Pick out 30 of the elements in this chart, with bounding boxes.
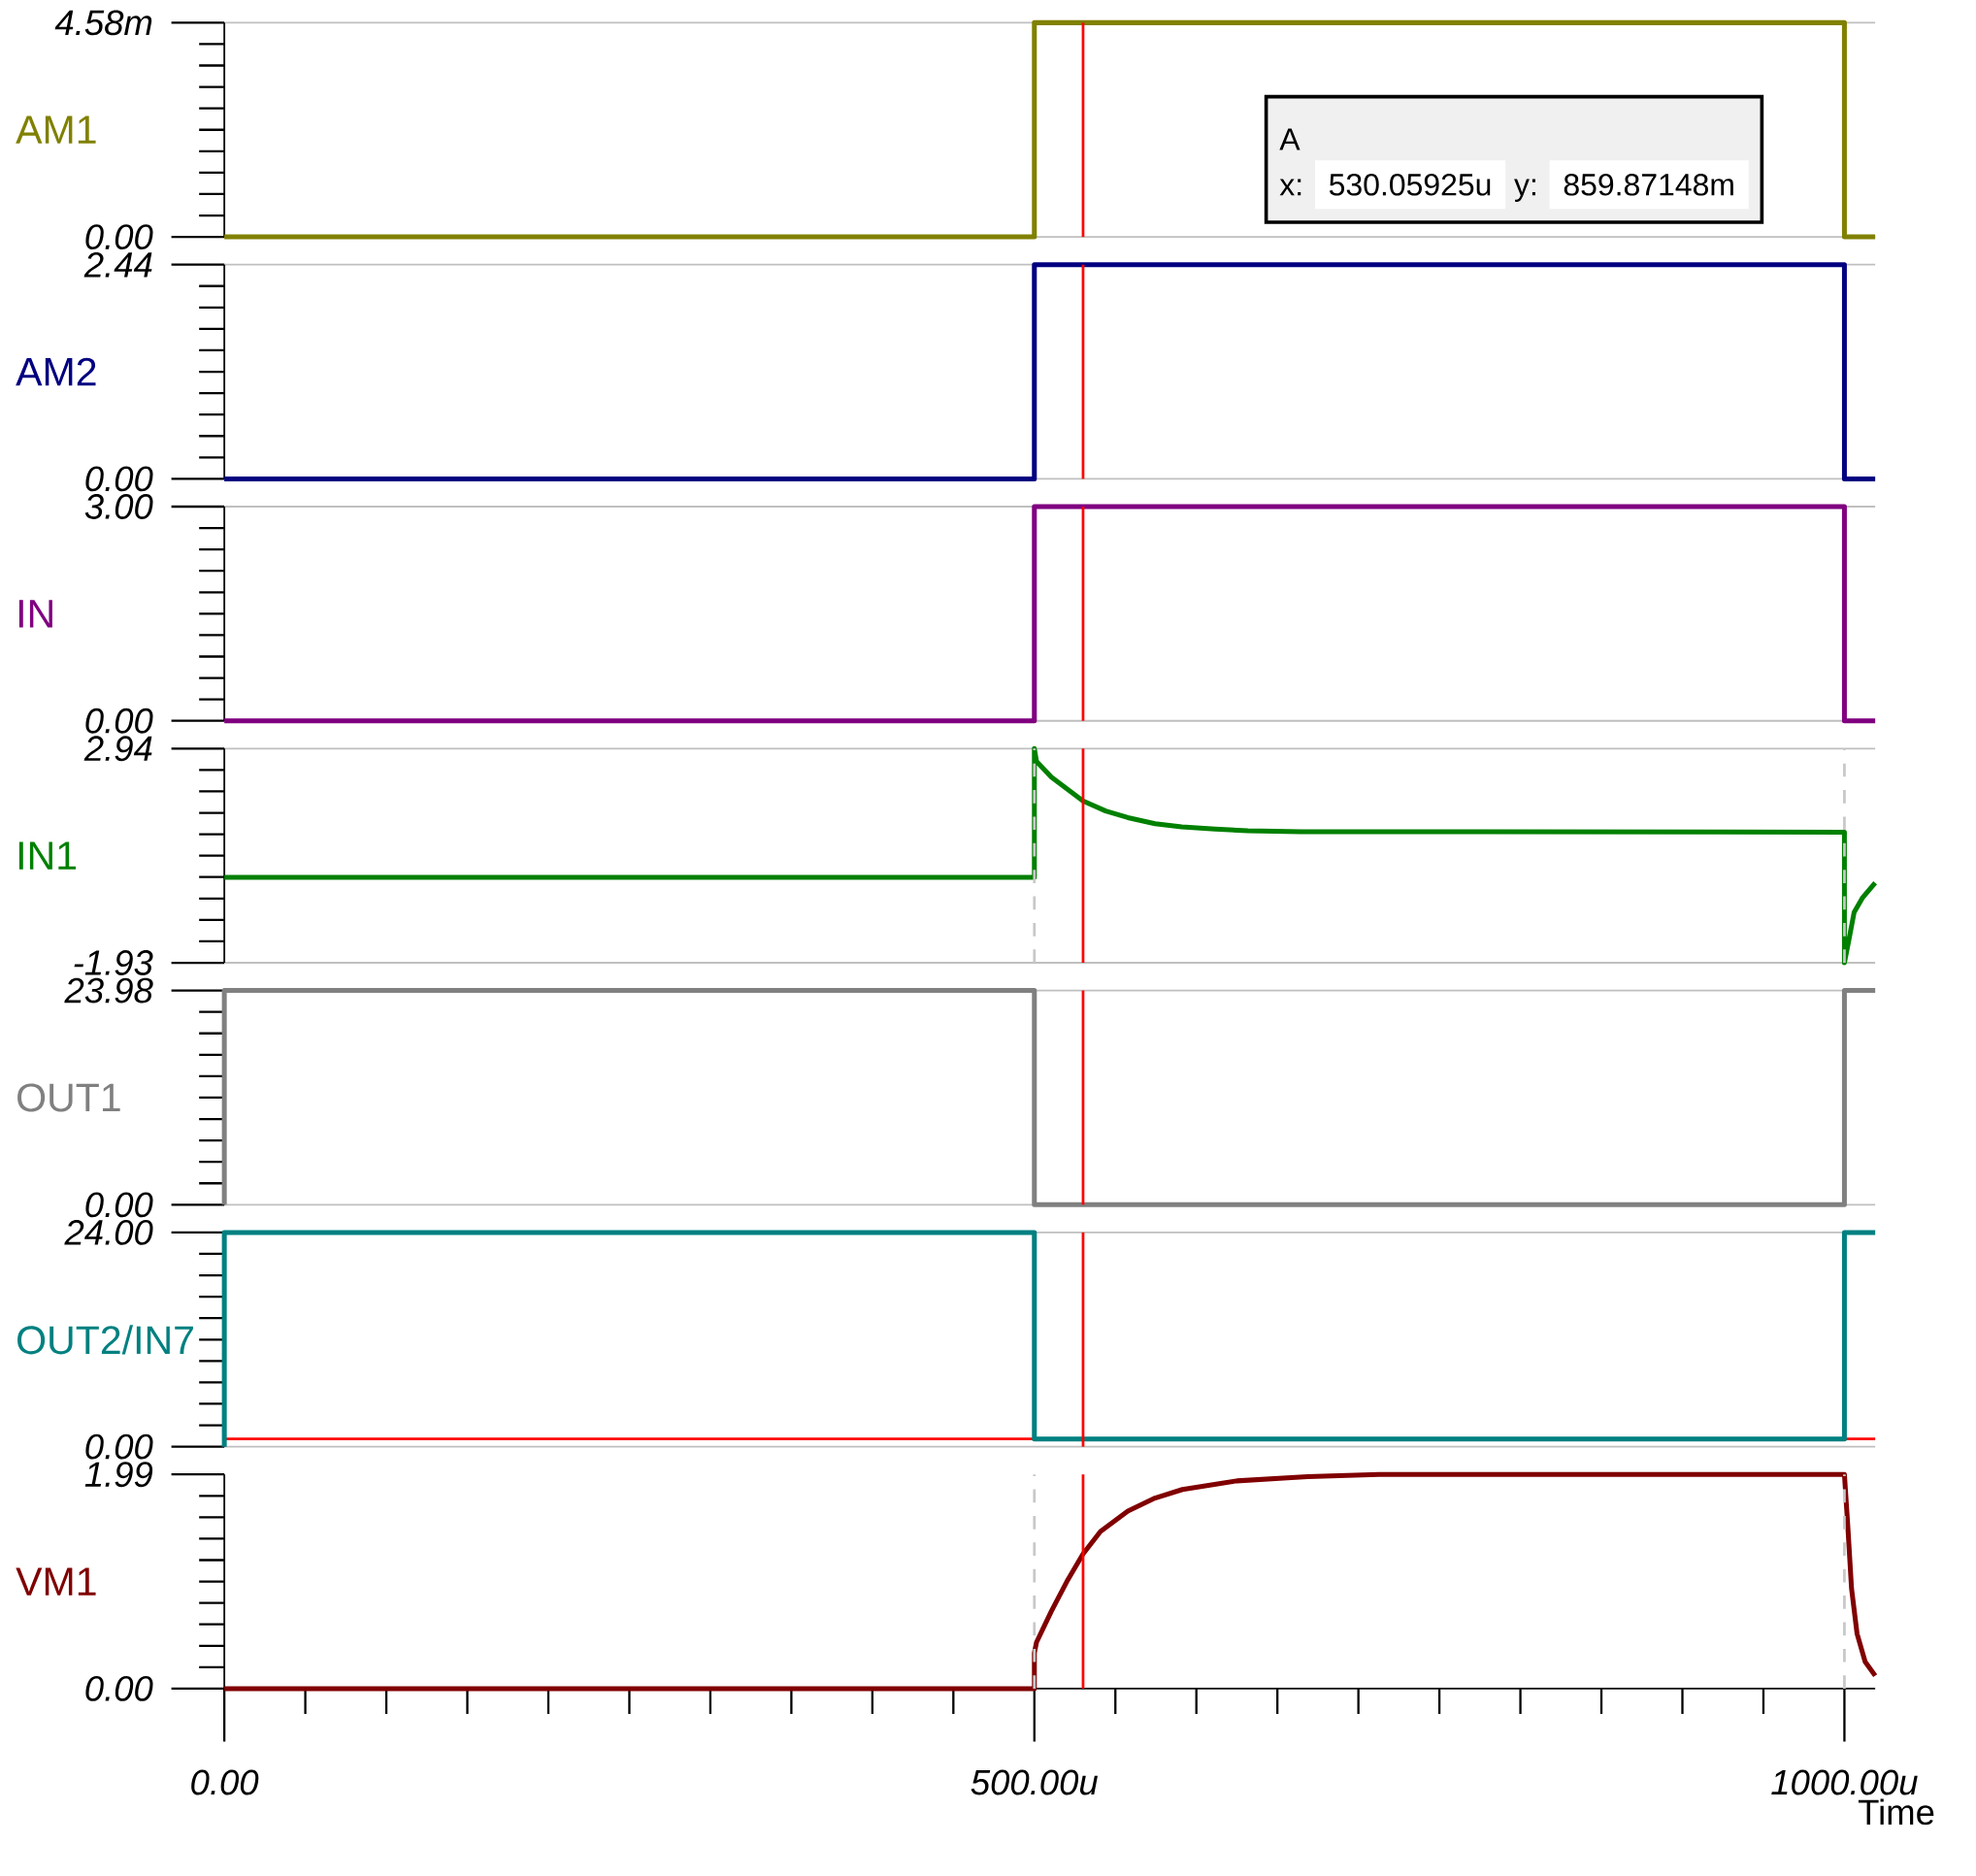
y-tick-label: 0.00 bbox=[85, 223, 153, 249]
x-axis-title: Time bbox=[1858, 1798, 1934, 1826]
y-tick-label: 24.00 bbox=[64, 1219, 153, 1245]
y-tick-label: 4.58m bbox=[54, 10, 152, 36]
annotation: 859.87148m bbox=[1564, 173, 1733, 196]
y-axis-title: VM1 bbox=[16, 1567, 96, 1596]
y-tick-label: 23.98 bbox=[64, 977, 153, 1004]
x-tick-label: 0.00 bbox=[191, 1769, 259, 1795]
y-axis-title: OUT2/IN7 bbox=[17, 1324, 193, 1355]
x-tick-label: 500.00u bbox=[971, 1769, 1098, 1795]
y-axis-title: AM1 bbox=[16, 115, 96, 144]
y-tick-label: 3.00 bbox=[84, 493, 153, 519]
y-axis-title: IN bbox=[18, 600, 52, 628]
y-axis-title: OUT1 bbox=[17, 1083, 120, 1112]
y-tick-label: 0.00 bbox=[85, 708, 153, 734]
annotation: A bbox=[1279, 128, 1301, 150]
annotation: x: bbox=[1279, 179, 1301, 196]
y-tick-label: 0.00 bbox=[85, 1675, 153, 1701]
y-tick-label: 0.00 bbox=[85, 1433, 153, 1460]
annotation: y: bbox=[1514, 179, 1535, 202]
y-tick-label: 0.00 bbox=[85, 466, 153, 492]
y-tick-label: 0.00 bbox=[85, 1192, 153, 1218]
annotation: 530.05925u bbox=[1329, 173, 1491, 196]
y-tick-label: 2.44 bbox=[83, 251, 152, 278]
y-axis-title: AM2 bbox=[16, 357, 96, 386]
x-tick-label: 1000.00u bbox=[1771, 1769, 1918, 1795]
y-axis-title: IN1 bbox=[18, 841, 77, 870]
y-tick-label: -1.93 bbox=[74, 949, 153, 975]
y-tick-label: 2.94 bbox=[83, 736, 152, 762]
y-tick-label: 1.99 bbox=[84, 1462, 153, 1487]
